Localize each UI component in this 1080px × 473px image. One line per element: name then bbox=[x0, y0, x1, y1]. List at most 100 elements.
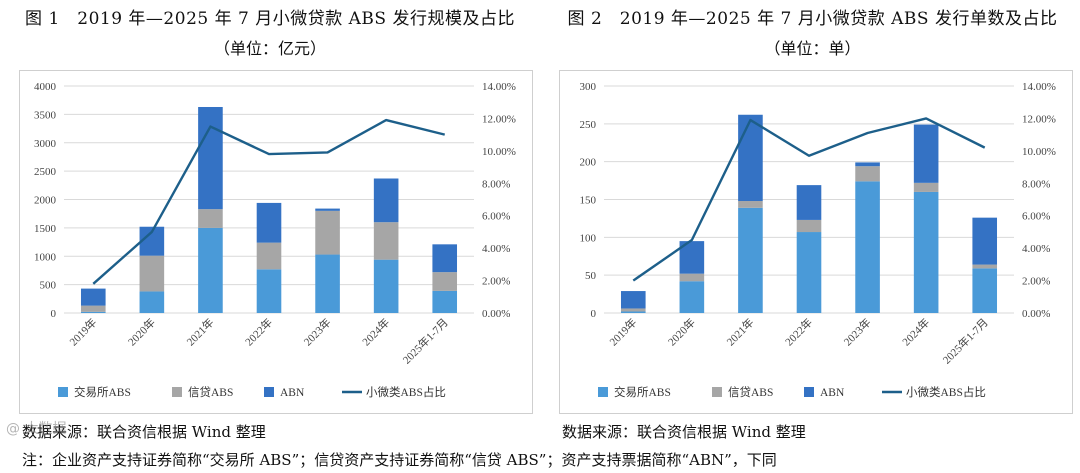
bar-abn bbox=[620, 291, 646, 309]
bar-credit-abs bbox=[432, 272, 458, 291]
bar-exchange-abs bbox=[855, 181, 880, 313]
legend-label: 交易所ABS bbox=[614, 385, 671, 399]
chart1-source: 数据来源：联合资信根据 Wind 整理 bbox=[22, 423, 266, 441]
legend-swatch bbox=[712, 387, 722, 397]
legend-label: ABN bbox=[820, 387, 845, 399]
bar-exchange-abs bbox=[315, 254, 340, 313]
y2-tick-label: 6.00% bbox=[482, 211, 510, 223]
legend-label: ABN bbox=[280, 387, 305, 399]
bar-credit-abs bbox=[139, 255, 165, 292]
legend-label: 信贷ABS bbox=[728, 385, 773, 399]
bar-abn bbox=[256, 202, 282, 243]
bar-credit-abs bbox=[738, 201, 763, 208]
y2-tick-label: 2.00% bbox=[482, 276, 510, 288]
x-tick-label: 2023年 bbox=[840, 315, 873, 348]
y-tick-label: 300 bbox=[580, 81, 597, 93]
x-tick-label: 2022年 bbox=[242, 315, 275, 348]
footnote: 注：企业资产支持证券简称“交易所 ABS”；信贷资产支持证券简称“信贷 ABS”… bbox=[22, 451, 777, 469]
y-tick-label: 3000 bbox=[34, 138, 57, 150]
y-tick-label: 200 bbox=[580, 157, 597, 169]
legend-swatch bbox=[172, 387, 182, 397]
bar-abn bbox=[432, 244, 458, 273]
bar-exchange-abs bbox=[738, 207, 763, 313]
x-tick-label: 2020年 bbox=[665, 315, 698, 348]
legend-swatch bbox=[58, 387, 68, 397]
chart1-container: 0 500 1000 1500 2000 2500 3000 3500 4000 0.00% 2.0… bbox=[19, 70, 533, 414]
y2-tick-label: 8.00% bbox=[482, 178, 510, 190]
bar-abn bbox=[796, 185, 822, 220]
bar-credit-abs bbox=[679, 273, 705, 282]
bar-credit-abs bbox=[373, 222, 399, 260]
chart2-subtitle: （单位：单） bbox=[764, 39, 861, 58]
y-tick-label: 0 bbox=[51, 308, 57, 320]
bar-abn bbox=[913, 124, 939, 183]
y2-tick-label: 14.00% bbox=[482, 81, 516, 93]
y-tick-label: 100 bbox=[580, 232, 597, 244]
legend-label: 小微类ABS占比 bbox=[906, 385, 986, 399]
x-tick-label: 2024年 bbox=[899, 315, 932, 348]
y2-tick-label: 10.00% bbox=[1022, 146, 1056, 158]
bar-exchange-abs bbox=[972, 268, 998, 313]
y2-tick-label: 6.00% bbox=[1022, 211, 1050, 223]
y-tick-label: 500 bbox=[40, 280, 57, 292]
x-tick-label: 2021年 bbox=[183, 315, 216, 348]
bar-exchange-abs bbox=[679, 281, 705, 313]
y-tick-label: 150 bbox=[580, 195, 597, 207]
chart1-svg: 0 500 1000 1500 2000 2500 3000 3500 4000 0.00% 2.0… bbox=[34, 81, 516, 399]
bar-credit-abs bbox=[198, 209, 223, 228]
y2-tick-label: 0.00% bbox=[482, 308, 510, 320]
y-tick-label: 250 bbox=[580, 119, 597, 131]
legend-label: 信贷ABS bbox=[188, 385, 233, 399]
y2-tick-label: 12.00% bbox=[482, 113, 516, 125]
x-tick-label: 2021年 bbox=[723, 315, 756, 348]
y2-tick-label: 14.00% bbox=[1022, 81, 1056, 93]
y-tick-label: 0 bbox=[591, 308, 597, 320]
bar-credit-abs bbox=[80, 305, 106, 312]
bar-exchange-abs bbox=[139, 291, 165, 313]
bar-credit-abs bbox=[796, 219, 822, 233]
y-tick-label: 3500 bbox=[34, 109, 57, 121]
bar-exchange-abs bbox=[796, 232, 822, 313]
y-tick-label: 50 bbox=[585, 270, 597, 282]
y-tick-label: 4000 bbox=[34, 81, 57, 93]
bar-exchange-abs bbox=[256, 269, 282, 313]
legend-swatch bbox=[264, 387, 274, 397]
x-tick-label: 2025年1-7月 bbox=[939, 315, 990, 366]
x-tick-label: 2025年1-7月 bbox=[399, 315, 450, 366]
bar-exchange-abs bbox=[198, 227, 223, 313]
bar-credit-abs bbox=[620, 308, 646, 312]
bar-abn bbox=[738, 114, 763, 202]
bar-abn bbox=[373, 178, 399, 223]
x-tick-label: 2024年 bbox=[359, 315, 392, 348]
chart1-subtitle: （单位：亿元） bbox=[213, 39, 326, 58]
bar-exchange-abs bbox=[373, 259, 399, 313]
y-tick-label: 2000 bbox=[34, 195, 57, 207]
bar-abn bbox=[198, 106, 223, 210]
bar-abn bbox=[80, 288, 106, 306]
watermark: @ 大数据 bbox=[6, 421, 67, 437]
chart2-source: 数据来源：联合资信根据 Wind 整理 bbox=[562, 423, 806, 441]
y2-tick-label: 12.00% bbox=[1022, 113, 1056, 125]
x-tick-label: 2020年 bbox=[125, 315, 158, 348]
y2-tick-label: 8.00% bbox=[1022, 178, 1050, 190]
bar-credit-abs bbox=[855, 166, 880, 182]
y-tick-label: 2500 bbox=[34, 166, 57, 178]
bar-exchange-abs bbox=[913, 191, 939, 313]
y-tick-label: 1500 bbox=[34, 223, 57, 235]
bar-exchange-abs bbox=[80, 311, 106, 313]
x-tick-label: 2023年 bbox=[300, 315, 333, 348]
x-tick-label: 2019年 bbox=[606, 315, 639, 348]
x-tick-label: 2022年 bbox=[782, 315, 815, 348]
legend-swatch bbox=[598, 387, 608, 397]
chart2-svg: 0 50 100 150 200 250 300 0.00% 2.00% 4.00% 6.00% 8.… bbox=[580, 81, 1056, 399]
legend-label: 小微类ABS占比 bbox=[366, 385, 446, 399]
bar-exchange-abs bbox=[432, 290, 458, 313]
legend-label: 交易所ABS bbox=[74, 385, 131, 399]
y-tick-label: 1000 bbox=[34, 251, 57, 263]
bar-credit-abs bbox=[913, 182, 939, 192]
bar-abn bbox=[855, 162, 880, 167]
y2-tick-label: 4.00% bbox=[482, 243, 510, 255]
legend-swatch bbox=[804, 387, 814, 397]
y2-tick-label: 0.00% bbox=[1022, 308, 1050, 320]
bar-abn bbox=[972, 217, 998, 265]
